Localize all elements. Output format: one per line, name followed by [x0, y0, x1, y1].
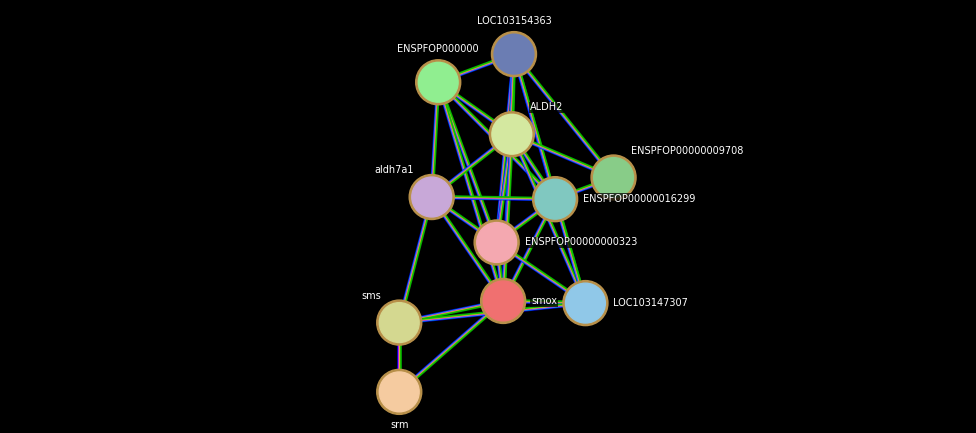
Circle shape: [489, 112, 534, 157]
Circle shape: [377, 300, 422, 345]
Text: ENSPFOP00000000323: ENSPFOP00000000323: [524, 237, 637, 248]
Text: smox: smox: [531, 296, 557, 306]
Text: ENSPFOP000000: ENSPFOP000000: [397, 45, 479, 55]
Circle shape: [565, 283, 605, 323]
Circle shape: [419, 62, 458, 102]
Text: LOC103147307: LOC103147307: [613, 298, 688, 308]
Circle shape: [380, 372, 419, 412]
Circle shape: [380, 303, 419, 343]
Circle shape: [535, 179, 575, 219]
Circle shape: [591, 155, 636, 200]
Text: sms: sms: [361, 291, 382, 301]
Circle shape: [492, 32, 537, 77]
Circle shape: [593, 158, 633, 197]
Circle shape: [563, 281, 608, 326]
Circle shape: [494, 34, 534, 74]
Circle shape: [476, 223, 516, 262]
Circle shape: [409, 174, 454, 220]
Circle shape: [474, 220, 519, 265]
Circle shape: [483, 281, 523, 321]
Circle shape: [412, 177, 452, 217]
Text: aldh7a1: aldh7a1: [374, 165, 414, 175]
Text: ALDH2: ALDH2: [530, 102, 563, 112]
Circle shape: [377, 369, 422, 414]
Circle shape: [416, 60, 461, 105]
Text: LOC103154363: LOC103154363: [476, 16, 551, 26]
Circle shape: [533, 177, 578, 222]
Text: ENSPFOP00000009708: ENSPFOP00000009708: [631, 145, 744, 155]
Circle shape: [480, 278, 526, 323]
Text: srm: srm: [390, 420, 409, 430]
Circle shape: [492, 114, 532, 154]
Text: ENSPFOP00000016299: ENSPFOP00000016299: [583, 194, 695, 204]
